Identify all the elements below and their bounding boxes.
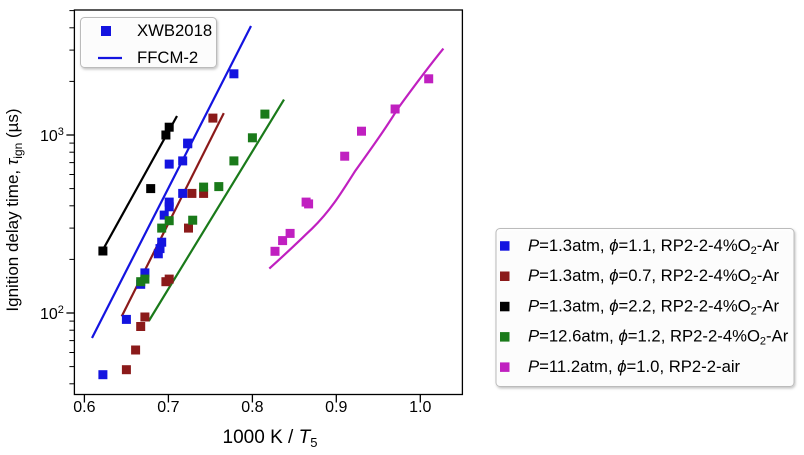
svg-text:0.9: 0.9: [325, 399, 347, 416]
svg-text:102: 102: [40, 304, 64, 323]
svg-text:FFCM-2: FFCM-2: [137, 48, 198, 67]
svg-text:1.0: 1.0: [409, 399, 431, 416]
svg-text:P=1.3atm, ϕ=0.7, RP2-2-4%O2-Ar: P=1.3atm, ϕ=0.7, RP2-2-4%O2-Ar: [528, 266, 779, 287]
svg-text:P=12.6atm, ϕ=1.2, RP2-2-4%O2-A: P=12.6atm, ϕ=1.2, RP2-2-4%O2-Ar: [528, 327, 789, 348]
svg-text:103: 103: [40, 126, 64, 145]
svg-text:Ignition delay time, τign (µs): Ignition delay time, τign (µs): [3, 108, 25, 311]
svg-text:P=11.2atm, ϕ=1.0, RP2-2-air: P=11.2atm, ϕ=1.0, RP2-2-air: [528, 357, 741, 376]
svg-text:0.6: 0.6: [73, 399, 95, 416]
svg-text:1000 K / T5: 1000 K / T5: [223, 427, 318, 450]
svg-text:XWB2018: XWB2018: [137, 21, 212, 40]
svg-text:P=1.3atm, ϕ=1.1, RP2-2-4%O2-Ar: P=1.3atm, ϕ=1.1, RP2-2-4%O2-Ar: [528, 236, 779, 257]
svg-text:0.8: 0.8: [241, 399, 263, 416]
svg-text:P=1.3atm, ϕ=2.2, RP2-2-4%O2-Ar: P=1.3atm, ϕ=2.2, RP2-2-4%O2-Ar: [528, 296, 779, 317]
svg-text:0.7: 0.7: [157, 399, 179, 416]
